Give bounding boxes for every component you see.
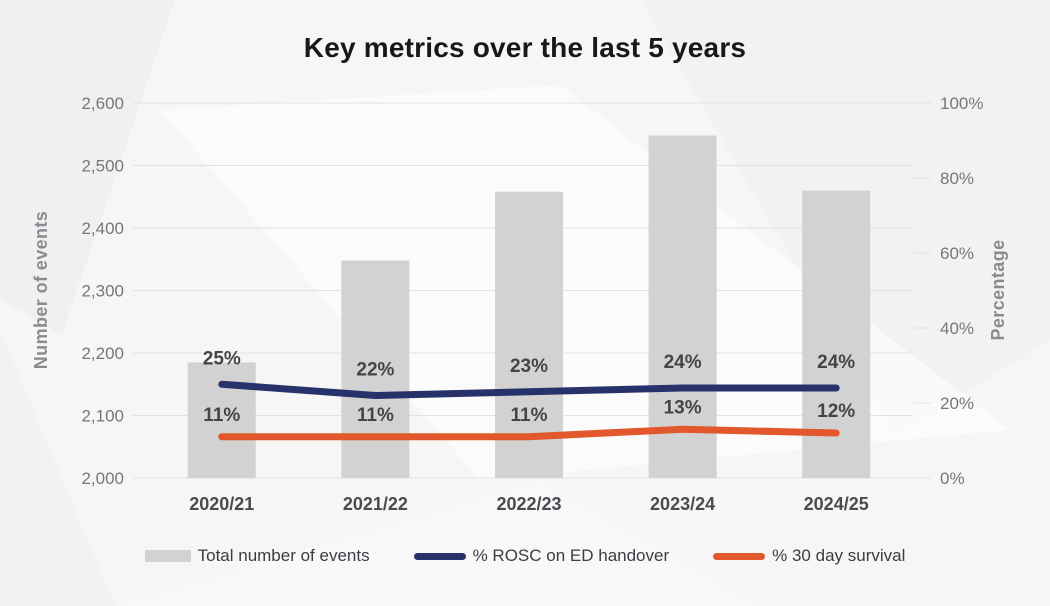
right-axis-title: Percentage xyxy=(988,239,1008,340)
background-polygon xyxy=(160,85,1010,480)
y-axis-tick-label: 2,200 xyxy=(81,344,124,363)
right-axis-tick-label: 20% xyxy=(940,394,974,413)
legend-label: Total number of events xyxy=(197,546,370,565)
chart-legend: Total number of events % ROSC on ED hando… xyxy=(0,540,1050,572)
data-label: 11% xyxy=(203,405,240,426)
legend-label: % ROSC on ED handover xyxy=(472,546,670,565)
legend-label: % 30 day survival xyxy=(772,546,906,565)
bar-2023/24 xyxy=(648,135,717,478)
y-axis-tick-label: 2,000 xyxy=(81,469,124,488)
x-axis-label: 2020/21 xyxy=(189,494,254,514)
legend-line-swatch xyxy=(713,552,766,560)
data-label: 23% xyxy=(510,356,548,377)
right-axis-tick-label: 0% xyxy=(940,469,965,488)
x-axis-label: 2022/23 xyxy=(496,494,561,514)
data-label: 11% xyxy=(511,405,548,426)
survival-line-series xyxy=(218,425,840,441)
legend-bar-swatch xyxy=(144,550,191,562)
legend-line-swatch xyxy=(413,552,466,560)
y-axis-tick-label: 2,100 xyxy=(81,407,124,426)
right-axis-tick-label: 40% xyxy=(940,319,974,338)
y-axis-tick-label: 2,400 xyxy=(81,219,124,238)
data-label: 12% xyxy=(817,401,855,422)
background-polygon xyxy=(115,480,760,606)
data-label: 22% xyxy=(356,360,394,381)
x-axis-label: 2023/24 xyxy=(650,494,715,514)
background-polygon xyxy=(0,0,175,335)
rosc-line-series xyxy=(218,380,840,399)
chart-title: Key metrics over the last 5 years xyxy=(303,32,747,63)
bar-2022/23 xyxy=(495,191,563,478)
left-axis-title: Number of events xyxy=(31,211,51,369)
data-label: 25% xyxy=(203,348,241,369)
legend-item: Total number of events xyxy=(144,546,370,566)
x-axis-label: 2024/25 xyxy=(804,494,869,514)
data-label: 11% xyxy=(357,405,394,426)
y-axis-tick-label: 2,300 xyxy=(81,282,124,301)
legend-item: % ROSC on ED handover xyxy=(413,546,670,566)
y-axis-tick-label: 2,600 xyxy=(81,94,124,113)
data-label: 13% xyxy=(664,397,702,418)
right-axis-tick-label: 100% xyxy=(940,94,983,113)
background-polygon xyxy=(0,330,115,606)
x-axis-label: 2021/22 xyxy=(343,494,408,514)
right-axis-tick-label: 60% xyxy=(940,244,974,263)
bar-2021/22 xyxy=(341,260,410,478)
y-axis-tick-label: 2,500 xyxy=(81,157,124,176)
data-label: 24% xyxy=(664,352,702,373)
data-label: 24% xyxy=(817,352,855,373)
legend-item: % 30 day survival xyxy=(713,546,905,566)
right-axis-tick-label: 80% xyxy=(940,169,974,188)
